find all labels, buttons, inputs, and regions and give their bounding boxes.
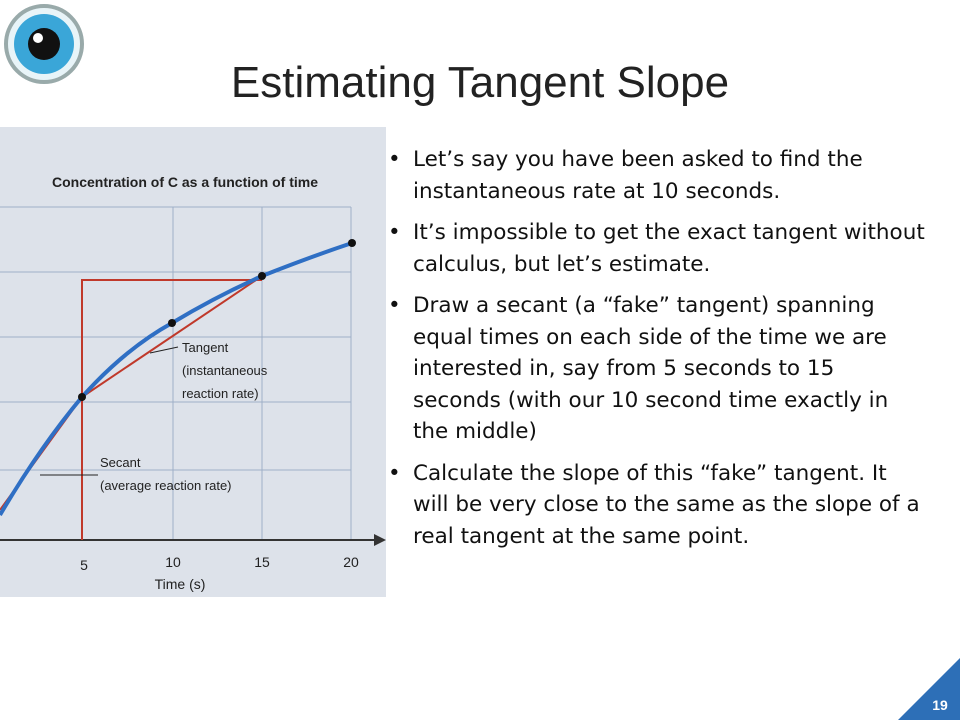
slide-title: Estimating Tangent Slope <box>230 58 730 107</box>
point <box>168 319 176 327</box>
x-tick-label: 5 <box>80 557 88 573</box>
bullet: It’s impossible to get the exact tangent… <box>388 217 928 280</box>
tangent-label: reaction rate) <box>182 386 259 401</box>
secant-label: (average reaction rate) <box>100 478 232 493</box>
x-tick-label: 15 <box>254 554 270 570</box>
figure-title: Concentration of C as a function of time <box>52 174 318 190</box>
curve <box>0 241 353 517</box>
axis-arrow <box>374 534 386 546</box>
point <box>258 272 266 280</box>
bullet-list: Let’s say you have been asked to find th… <box>388 144 928 562</box>
bullet: Let’s say you have been asked to find th… <box>388 144 928 207</box>
grid <box>0 206 352 540</box>
bullet: Draw a secant (a “fake” tangent) spannin… <box>388 290 928 448</box>
tangent-label: (instantaneous <box>182 363 268 378</box>
bullet: Calculate the slope of this “fake” tange… <box>388 458 928 553</box>
tangent-pointer <box>149 346 179 354</box>
page-number: 19 <box>932 697 948 713</box>
badge-triangle <box>898 658 960 720</box>
figure: Concentration of C as a function of time… <box>0 127 386 597</box>
x-axis-label: Time (s) <box>155 576 206 592</box>
point <box>348 239 356 247</box>
x-tick-label: 20 <box>343 554 359 570</box>
secant-box <box>81 279 262 540</box>
point <box>78 393 86 401</box>
tangent-label: Tangent <box>182 340 229 355</box>
secant-label: Secant <box>100 455 141 470</box>
logo <box>4 4 84 84</box>
x-tick-label: 10 <box>165 554 181 570</box>
figure-background <box>0 127 386 597</box>
logo-pupil <box>28 28 60 60</box>
logo-highlight <box>33 33 43 43</box>
page-number-badge: 19 <box>898 658 960 720</box>
secant-line <box>81 275 263 398</box>
